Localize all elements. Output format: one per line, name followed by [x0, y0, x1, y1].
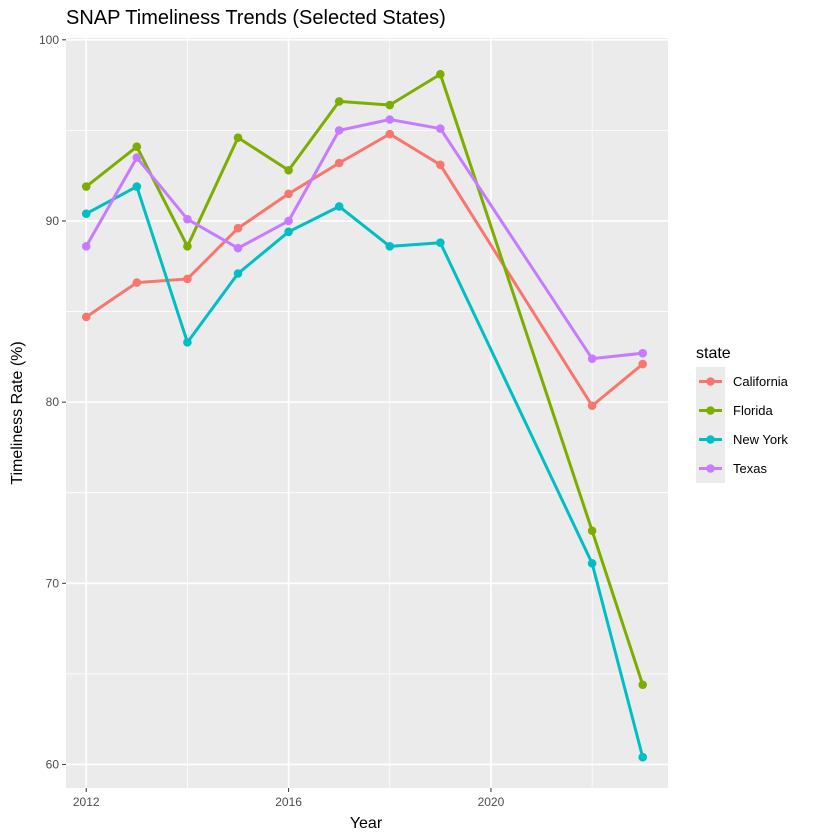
data-point-florida: [132, 142, 142, 151]
data-point-california: [638, 359, 648, 369]
y-tick-label: 90: [46, 214, 60, 228]
data-point-texas: [284, 216, 293, 226]
axes-layer: 2012 2016 2020 60 70 80 90 100: [39, 33, 505, 809]
data-point-florida: [334, 97, 344, 106]
y-tick-label: 80: [46, 395, 60, 409]
legend-label-texas: Texas: [733, 461, 767, 476]
data-point-texas: [385, 115, 395, 124]
data-point-new-york: [183, 338, 192, 347]
data-point-new-york: [81, 209, 91, 219]
data-point-florida: [436, 69, 445, 79]
plot-panel: [66, 38, 668, 788]
legend-label-california: California: [733, 374, 789, 389]
y-tick-label: 70: [46, 576, 60, 590]
data-point-california: [284, 189, 293, 199]
data-point-florida: [385, 100, 395, 110]
legend-key-point-florida: [706, 406, 715, 415]
data-point-florida: [587, 526, 597, 536]
data-point-new-york: [385, 242, 395, 251]
data-point-texas: [436, 124, 445, 133]
data-point-california: [233, 223, 243, 233]
data-point-florida: [183, 242, 192, 251]
data-point-texas: [81, 242, 91, 251]
series-line-florida: [85, 72, 645, 686]
data-point-california: [385, 129, 395, 139]
series-line-new-york: [85, 185, 645, 758]
minor-gridlines: [66, 38, 668, 788]
y-tick-label: 60: [46, 757, 60, 771]
data-point-california: [334, 158, 344, 168]
y-axis-title: Timeliness Rate (%): [9, 341, 26, 484]
data-point-california: [183, 274, 192, 284]
legend-key-point-new-york: [706, 435, 715, 444]
data-point-texas: [587, 354, 597, 363]
data-point-new-york: [233, 269, 243, 278]
data-point-new-york: [284, 227, 293, 237]
x-tick-label: 2016: [275, 795, 302, 809]
data-point-florida: [233, 133, 243, 142]
y-tick-label: 100: [39, 33, 59, 47]
data-point-new-york: [436, 238, 445, 248]
data-point-texas: [183, 214, 192, 224]
major-gridlines: [66, 38, 668, 788]
x-tick-label: 2020: [478, 795, 505, 809]
data-point-california: [436, 160, 445, 170]
data-point-new-york: [132, 182, 142, 191]
x-tick-label: 2012: [73, 795, 100, 809]
data-point-new-york: [334, 202, 344, 211]
legend: state California Florida New York Texas: [696, 345, 798, 484]
data-point-california: [132, 278, 142, 287]
data-point-california: [81, 312, 91, 322]
x-axis-title: Year: [350, 815, 383, 832]
legend-title: state: [696, 345, 731, 362]
data-point-florida: [81, 182, 91, 191]
data-point-texas: [233, 243, 243, 253]
legend-label-new-york: New York: [733, 432, 788, 447]
data-point-florida: [284, 165, 293, 175]
series-florida: [81, 69, 648, 690]
legend-key-point-california: [706, 377, 715, 386]
data-point-texas: [132, 153, 142, 162]
data-point-texas: [638, 348, 648, 358]
legend-key-point-texas: [706, 464, 715, 473]
data-point-california: [587, 401, 597, 411]
series-layer: [81, 69, 648, 762]
series-line-texas: [84, 118, 643, 361]
series-texas: [81, 115, 648, 363]
series-new-york: [81, 182, 648, 762]
data-point-new-york: [587, 559, 597, 568]
data-point-new-york: [638, 752, 648, 762]
data-point-texas: [334, 126, 344, 135]
data-point-florida: [638, 680, 648, 690]
legend-label-florida: Florida: [733, 403, 774, 418]
chart-title: SNAP Timeliness Trends (Selected States): [66, 7, 446, 29]
